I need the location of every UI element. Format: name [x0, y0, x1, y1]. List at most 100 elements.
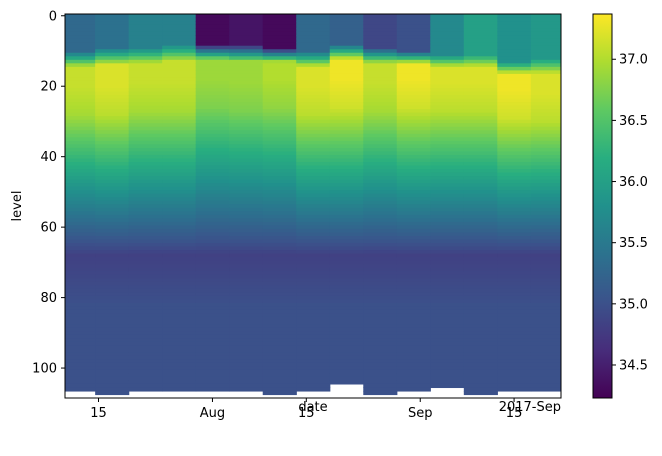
heatmap-cell — [463, 52, 498, 57]
heatmap-cell — [430, 144, 465, 149]
x-tick-label: 15 — [90, 406, 107, 421]
heatmap-cell — [530, 52, 561, 57]
heatmap-cell — [229, 186, 264, 191]
heatmap-cell — [128, 200, 163, 205]
heatmap-cell — [497, 345, 532, 350]
heatmap-cell — [363, 35, 398, 40]
heatmap-cell — [162, 327, 197, 332]
heatmap-cell — [296, 295, 331, 300]
heatmap-cell — [262, 274, 297, 279]
heatmap-cell — [229, 123, 264, 128]
heatmap-cell — [262, 193, 297, 198]
heatmap-cell — [430, 70, 465, 75]
heatmap-cell — [497, 147, 532, 152]
heatmap-cell — [128, 63, 163, 68]
heatmap-cell — [162, 225, 197, 230]
heatmap-cell — [329, 28, 364, 33]
heatmap-cell — [229, 95, 264, 100]
heatmap-cell — [296, 250, 331, 255]
heatmap-cell — [65, 77, 96, 82]
heatmap-cell — [329, 253, 364, 258]
heatmap-cell — [229, 147, 264, 152]
heatmap-cell — [296, 158, 331, 163]
heatmap-cell — [530, 242, 561, 248]
heatmap-cell — [195, 169, 230, 174]
heatmap-cell — [497, 285, 532, 290]
heatmap-cell — [463, 214, 498, 219]
heatmap-cell — [229, 126, 264, 131]
heatmap-cell — [463, 140, 498, 145]
colorbar-axis: 34.535.035.536.036.537.0 — [612, 53, 648, 373]
heatmap-cell — [530, 271, 561, 276]
heatmap-cell — [95, 87, 130, 93]
heatmap-cell — [65, 250, 96, 255]
heatmap-cell — [162, 24, 197, 29]
heatmap-cell — [363, 313, 398, 318]
heatmap-cell — [430, 176, 465, 181]
heatmap-cell — [463, 49, 498, 54]
heatmap-cell — [497, 239, 532, 244]
heatmap-cell — [530, 218, 561, 223]
heatmap-cell — [430, 232, 465, 237]
heatmap-cell — [329, 221, 364, 226]
heatmap-cell — [262, 324, 297, 329]
heatmap-cell — [95, 186, 130, 191]
heatmap-cell — [65, 80, 96, 86]
heatmap-cell — [363, 271, 398, 276]
heatmap-cell — [396, 221, 431, 226]
y-axis-label: level — [10, 191, 25, 222]
heatmap-cell — [195, 38, 230, 43]
heatmap-cell — [65, 214, 96, 219]
heatmap-cell — [195, 31, 230, 36]
heatmap-cell — [396, 204, 431, 209]
heatmap-cell — [396, 133, 431, 138]
heatmap-cell — [65, 278, 96, 283]
heatmap-cell — [195, 387, 230, 392]
heatmap-cell — [463, 63, 498, 68]
heatmap-cell — [195, 161, 230, 167]
heatmap-cell — [162, 264, 197, 269]
heatmap-cell — [262, 257, 297, 262]
heatmap-cell — [329, 123, 364, 128]
heatmap-cell — [463, 292, 498, 297]
heatmap-cell — [262, 316, 297, 322]
heatmap-cell — [363, 17, 398, 22]
heatmap-cell — [65, 334, 96, 339]
heatmap-cell — [497, 376, 532, 381]
heatmap-cell — [95, 176, 130, 181]
heatmap-cell — [262, 288, 297, 293]
heatmap-cell — [162, 331, 197, 336]
heatmap-cell — [396, 14, 431, 19]
heatmap-cell — [463, 211, 498, 216]
heatmap-cell — [65, 31, 96, 36]
heatmap-cell — [128, 112, 163, 117]
heatmap-cell — [229, 109, 264, 114]
heatmap-cell — [463, 197, 498, 202]
heatmap-cell — [229, 38, 264, 43]
heatmap-cell — [430, 295, 465, 300]
heatmap-cell — [296, 299, 331, 304]
heatmap-cell — [430, 214, 465, 219]
heatmap-cell — [363, 70, 398, 75]
heatmap-cell — [128, 239, 163, 244]
heatmap-cell — [65, 49, 96, 54]
heatmap-cell — [530, 133, 561, 138]
heatmap-cell — [497, 98, 532, 103]
heatmap-cell — [530, 285, 561, 290]
heatmap-cell — [530, 207, 561, 212]
heatmap-cell — [530, 327, 561, 332]
heatmap-cell — [329, 260, 364, 265]
heatmap-cell — [396, 84, 431, 89]
heatmap-cell — [497, 45, 532, 50]
heatmap-cell — [396, 116, 431, 121]
heatmap-cell — [262, 211, 297, 216]
heatmap-cell — [296, 373, 331, 378]
heatmap-cell — [530, 98, 561, 103]
heatmap-cell — [296, 387, 331, 392]
heatmap-cell — [497, 197, 532, 202]
heatmap-cell — [329, 140, 364, 145]
heatmap-cell — [430, 207, 465, 212]
heatmap-cell — [396, 95, 431, 100]
heatmap-cell — [296, 225, 331, 230]
heatmap-cell — [229, 14, 264, 19]
